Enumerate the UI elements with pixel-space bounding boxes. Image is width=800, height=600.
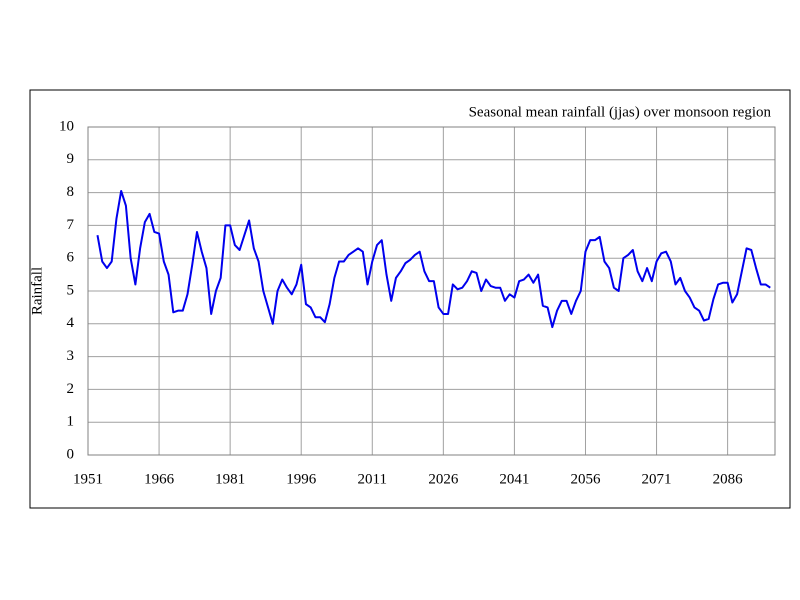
x-tick-label: 1981	[215, 471, 245, 487]
y-tick-label: 3	[67, 348, 75, 364]
y-tick-label: 9	[67, 151, 75, 167]
y-tick-label: 2	[67, 381, 75, 397]
y-tick-label: 1	[67, 414, 75, 430]
y-tick-label: 8	[67, 184, 75, 200]
x-tick-label: 1951	[73, 471, 103, 487]
y-tick-label: 5	[67, 282, 75, 298]
chart-title: Seasonal mean rainfall (jjas) over monso…	[469, 104, 772, 120]
data-line	[96, 189, 771, 329]
x-tick-label: 1996	[286, 471, 317, 487]
x-tick-label: 1966	[144, 471, 175, 487]
x-tick-label: 2056	[570, 471, 601, 487]
y-tick-label: 10	[59, 118, 74, 134]
y-tick-label: 7	[67, 217, 75, 233]
y-axis-label: Rainfall	[29, 267, 45, 315]
x-tick-label: 2011	[358, 471, 387, 487]
x-tick-label: 2086	[713, 471, 744, 487]
x-tick-label: 2041	[499, 471, 529, 487]
y-tick-label: 6	[67, 250, 75, 266]
plot-area	[87, 126, 776, 456]
chart-frame	[29, 89, 791, 509]
x-tick-label: 2026	[428, 471, 459, 487]
y-tick-label: 4	[67, 315, 75, 331]
y-tick-label: 0	[67, 446, 75, 462]
x-tick-label: 2071	[642, 471, 672, 487]
